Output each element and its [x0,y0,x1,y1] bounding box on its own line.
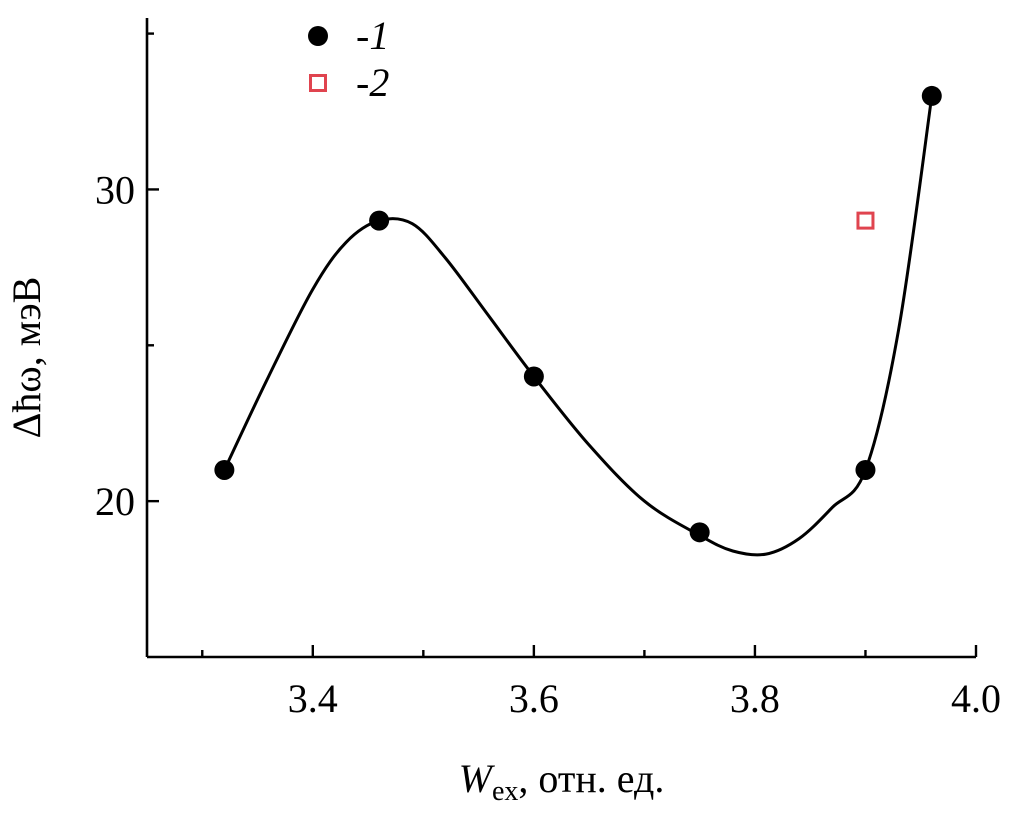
axis-titles: Δħω, мэВ Wex, отн. ед. [4,277,664,807]
data-point-circle [369,210,390,231]
data-point-square [856,211,875,230]
data-point-circle [214,459,235,480]
legend-label: -1 [356,13,389,58]
legend: -1-2 [308,13,389,105]
x-axis-title: Wex, отн. ед. [459,756,665,807]
x-tick-label: 3.6 [509,676,559,721]
data-point-circle [921,85,942,106]
x-tick-label: 4.0 [951,676,1001,721]
data-point-circle [523,366,544,387]
legend-marker-square [309,74,327,92]
fit-curve [223,95,934,557]
y-tick-label: 20 [95,479,135,524]
y-tick-label: 30 [95,167,135,212]
x-axis-title-main: W [459,756,496,801]
x-axis-title-rest: , отн. ед. [518,756,664,801]
x-axis-title-subscript: ex [492,776,518,807]
plot-area [214,85,942,557]
y-axis-title: Δħω, мэВ [4,277,49,439]
x-tick-label: 3.8 [730,676,780,721]
legend-marker-circle [308,26,328,46]
data-point-circle [855,459,876,480]
data-markers [214,85,942,543]
legend-label: -2 [356,60,389,105]
axis-ticks: 3.4 3.6 3.8 4.0 20 30 [95,32,1001,721]
x-tick-label: 3.4 [288,676,338,721]
axes: 3.4 3.6 3.8 4.0 20 30 [95,18,1001,721]
data-point-circle [689,522,710,543]
